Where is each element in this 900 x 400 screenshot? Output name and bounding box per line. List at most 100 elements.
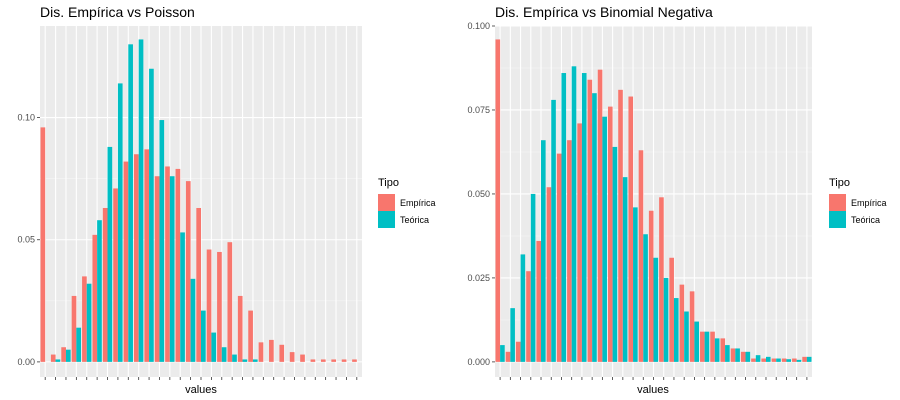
bar-teorica-4 (541, 140, 546, 362)
bar-teorica-1 (510, 308, 515, 362)
bar-empirica-11 (607, 106, 613, 362)
bar-empirica-18 (679, 284, 685, 362)
bar-teorica-4 (86, 283, 92, 362)
bar-teorica-9 (592, 93, 597, 362)
bar-teorica-18 (684, 311, 689, 362)
bar-empirica-13 (175, 168, 181, 362)
bar-teorica-16 (663, 277, 669, 362)
bar-empirica-18 (227, 242, 233, 362)
bar-empirica-30 (802, 356, 807, 362)
bar-empirica-13 (628, 96, 634, 362)
legend-label-teorica: Teórica (851, 215, 880, 225)
bar-empirica-28 (331, 359, 337, 362)
bar-empirica-9 (587, 79, 593, 362)
bar-teorica-8 (581, 73, 587, 362)
bar-empirica-26 (761, 358, 766, 362)
legend: Tipo Empírica Teórica (829, 177, 887, 228)
bar-teorica-13 (180, 232, 185, 362)
y-tick-label: 0.000 (467, 357, 490, 367)
bar-empirica-22 (269, 339, 274, 362)
y-tick-label: 0.050 (467, 189, 490, 199)
bar-teorica-2 (65, 349, 71, 362)
bar-empirica-0 (495, 39, 501, 362)
bar-empirica-8 (123, 161, 129, 362)
bar-empirica-15 (648, 210, 654, 362)
bar-empirica-20 (700, 331, 705, 362)
bar-empirica-24 (289, 352, 295, 362)
bar-teorica-14 (190, 278, 196, 362)
bar-teorica-7 (571, 66, 577, 362)
chart-poisson: Dis. Empírica vs Poisson 0.00 0.05 0.10 va… (17, 4, 435, 396)
bar-empirica-14 (638, 150, 644, 362)
bar-empirica-27 (771, 358, 777, 362)
bar-teorica-25 (755, 355, 761, 362)
bar-empirica-21 (710, 331, 715, 362)
y-axis: 0.000 0.025 0.050 0.075 0.100 (467, 21, 495, 367)
bar-teorica-9 (138, 39, 144, 362)
bar-teorica-27 (776, 358, 781, 362)
bar-empirica-6 (102, 207, 108, 362)
legend-swatch-empirica (829, 194, 846, 211)
chart-title: Dis. Empírica vs Poisson (40, 4, 195, 20)
bar-teorica-30 (806, 356, 812, 362)
bar-empirica-23 (279, 344, 285, 362)
bar-empirica-29 (341, 359, 347, 362)
bar-empirica-7 (567, 140, 572, 362)
bar-empirica-30 (352, 359, 357, 362)
legend-swatch-teorica (378, 211, 395, 228)
legend-swatch-teorica (829, 211, 846, 228)
bar-teorica-0 (500, 345, 505, 362)
bar-empirica-27 (320, 359, 326, 362)
bar-empirica-23 (730, 348, 736, 362)
bar-empirica-2 (61, 347, 66, 362)
bar-teorica-5 (551, 99, 556, 362)
x-axis (44, 377, 358, 380)
bar-empirica-5 (92, 234, 98, 362)
bar-teorica-3 (530, 193, 536, 362)
bar-teorica-24 (745, 351, 751, 362)
bar-teorica-15 (201, 310, 206, 362)
bar-teorica-23 (735, 348, 740, 362)
bar-empirica-29 (792, 358, 797, 362)
bar-teorica-29 (796, 359, 802, 362)
bar-teorica-5 (97, 220, 102, 362)
chart-title: Dis. Empírica vs Binomial Negativa (495, 4, 713, 20)
bar-teorica-3 (76, 327, 82, 362)
bar-empirica-22 (720, 338, 726, 362)
bar-empirica-15 (196, 207, 201, 362)
bar-empirica-26 (310, 359, 316, 362)
bar-teorica-6 (561, 73, 567, 362)
bar-empirica-17 (217, 251, 222, 362)
bar-teorica-21 (714, 338, 720, 362)
bar-teorica-22 (725, 345, 730, 362)
bar-empirica-11 (154, 176, 160, 362)
bar-empirica-25 (300, 354, 305, 362)
bar-teorica-11 (612, 146, 618, 362)
bar-teorica-13 (633, 207, 638, 362)
bar-teorica-2 (520, 254, 526, 362)
y-tick-label: 0.05 (17, 235, 35, 245)
bar-empirica-8 (577, 123, 582, 362)
bar-empirica-9 (134, 154, 139, 362)
bar-empirica-12 (165, 166, 170, 362)
bar-empirica-16 (206, 249, 212, 362)
gridlines (495, 25, 812, 377)
bar-empirica-3 (71, 295, 77, 362)
x-axis-label: values (185, 384, 217, 396)
legend-title: Tipo (378, 177, 399, 189)
legend-label-empirica: Empírica (851, 198, 887, 208)
bar-empirica-14 (185, 181, 191, 362)
bar-teorica-26 (765, 356, 771, 362)
bar-teorica-6 (107, 146, 113, 362)
bar-teorica-10 (149, 68, 154, 362)
y-axis: 0.00 0.05 0.10 (17, 113, 40, 367)
bar-empirica-2 (515, 341, 521, 362)
bars (40, 39, 357, 362)
y-tick-label: 0.025 (467, 273, 490, 283)
bar-teorica-11 (159, 120, 165, 362)
bar-teorica-20 (252, 359, 258, 362)
x-axis-label: values (637, 384, 669, 396)
legend-title: Tipo (829, 177, 850, 189)
bar-empirica-5 (546, 187, 552, 362)
chart-binomial-negativa: Dis. Empírica vs Binomial Negativa 0.000… (467, 4, 886, 396)
